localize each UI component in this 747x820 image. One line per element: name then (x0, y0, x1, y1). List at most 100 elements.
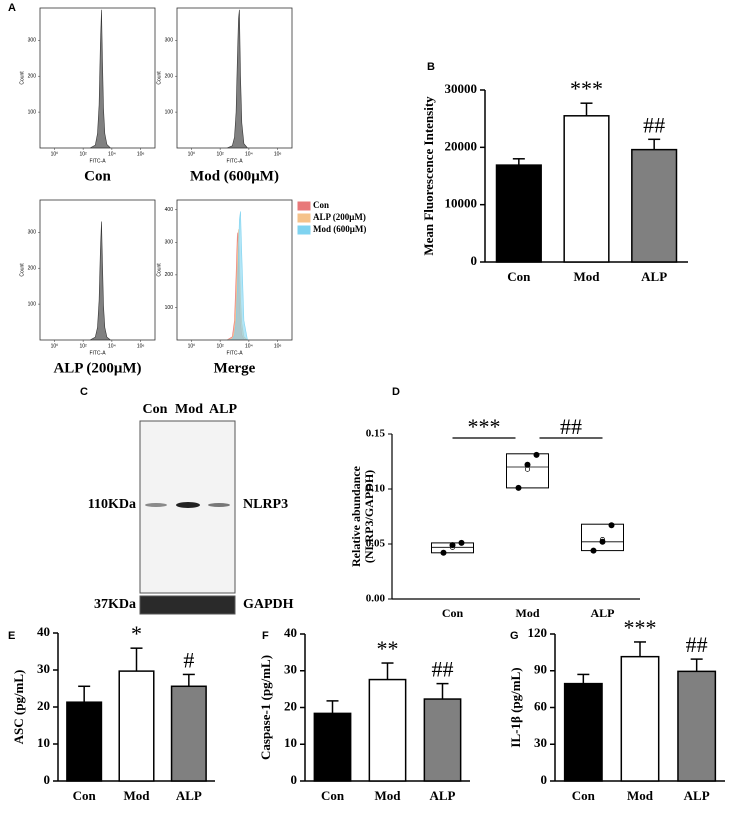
size-label: 37KDa (94, 597, 136, 612)
significance: *** (624, 615, 657, 640)
x-tick-label: ALP (591, 606, 615, 620)
data-point (440, 549, 447, 556)
x-tick-label: 10⁴ (108, 151, 116, 157)
x-tick-label: ALP (430, 788, 456, 803)
bar (170, 685, 207, 782)
legend-swatch (297, 213, 311, 223)
y-tick-label: 30 (37, 661, 50, 676)
y-axis-label: Count (19, 71, 25, 85)
x-tick-label: 10⁶ (274, 343, 282, 349)
panel-title: Mod (600μM) (190, 168, 279, 184)
y-tick-label: 10 (37, 735, 50, 750)
y-tick-label: 120 (528, 625, 548, 640)
y-tick-label: 10000 (445, 196, 478, 211)
y-tick-label: 0 (471, 253, 478, 268)
legend-label: Con (313, 200, 329, 210)
y-tick-label: 200 (28, 266, 37, 272)
data-point (449, 542, 456, 549)
y-axis-label: Mean Fluorescence Intensity (421, 96, 436, 256)
data-point (599, 538, 606, 545)
bar (313, 712, 352, 782)
bar (631, 148, 678, 263)
x-tick-label: 10⁰ (51, 151, 59, 157)
y-tick-label: 20 (37, 698, 50, 713)
bar (495, 164, 542, 263)
plot-frame (39, 7, 156, 149)
histogram-area (226, 211, 248, 341)
histogram-area (226, 9, 248, 149)
x-tick-label: 10⁶ (137, 343, 145, 349)
significance: ## (560, 414, 582, 439)
bar (118, 670, 155, 782)
histogram-area (89, 9, 111, 149)
y-tick-label: 400 (165, 207, 174, 213)
x-tick-label: 10⁶ (137, 151, 145, 157)
plot-frame (176, 199, 293, 341)
y-axis-label: ASC (pg/mL) (11, 670, 26, 745)
y-tick-label: 40 (37, 624, 50, 639)
y-tick-label: 0.15 (366, 428, 386, 440)
panel-title: ALP (200μM) (53, 360, 141, 376)
x-tick-label: 10⁰ (188, 151, 196, 157)
significance: * (131, 621, 142, 646)
x-tick-label: Con (572, 788, 596, 803)
x-tick-label: Con (321, 788, 345, 803)
bar (563, 115, 610, 263)
plot-frame (39, 199, 156, 341)
y-axis-label: (NLRP3/GAPDH) (362, 470, 376, 563)
data-point (590, 547, 597, 554)
x-tick-label: ALP (176, 788, 202, 803)
x-axis-label: FITC-A (226, 350, 243, 356)
data-point (533, 451, 540, 458)
bar (66, 701, 103, 782)
significance: # (183, 647, 194, 672)
x-tick-label: 10⁰ (188, 343, 196, 349)
x-tick-label: 10² (217, 343, 225, 349)
significance: *** (468, 414, 501, 439)
y-tick-label: 200 (165, 272, 174, 278)
panel-label: C (80, 386, 88, 398)
y-axis-label: Count (19, 263, 25, 277)
lane-label: Mod (175, 402, 203, 417)
x-tick-label: Mod (375, 788, 402, 803)
x-tick-label: Con (507, 269, 531, 284)
panel-title: Con (84, 168, 111, 184)
lane-label: ALP (209, 402, 237, 417)
box (506, 453, 549, 489)
data-point (458, 539, 465, 546)
significance: ## (686, 632, 708, 657)
y-tick-label: 300 (28, 38, 37, 44)
y-tick-label: 0.05 (366, 538, 386, 550)
bar (677, 670, 717, 782)
protein-label: GAPDH (243, 597, 294, 612)
band (145, 503, 167, 507)
band (176, 502, 200, 508)
y-axis-label: Count (156, 71, 162, 85)
x-tick-label: Mod (627, 788, 654, 803)
y-tick-label: 0 (44, 772, 51, 787)
x-tick-label: 10⁴ (245, 343, 253, 349)
significance: *** (570, 76, 603, 101)
y-tick-label: 20000 (445, 138, 478, 153)
bar (620, 655, 660, 782)
y-tick-label: 0 (291, 772, 298, 787)
x-axis-label: FITC-A (226, 158, 243, 164)
x-axis-label: FITC-A (89, 350, 106, 356)
data-point (515, 484, 522, 491)
data-point (608, 522, 615, 529)
y-axis-label: Count (156, 263, 162, 277)
y-tick-label: 10 (284, 735, 297, 750)
x-tick-label: 10⁰ (51, 343, 59, 349)
bar (563, 682, 603, 782)
x-tick-label: 10² (80, 343, 88, 349)
x-axis-label: FITC-A (89, 158, 106, 164)
x-tick-label: ALP (641, 269, 667, 284)
x-tick-label: 10⁴ (108, 343, 116, 349)
y-tick-label: 200 (165, 74, 174, 80)
legend-label: ALP (200μM) (313, 212, 366, 222)
size-label: 110KDa (88, 497, 136, 512)
panel-title: Merge (214, 360, 256, 376)
y-tick-label: 300 (165, 38, 174, 44)
band (208, 503, 230, 507)
